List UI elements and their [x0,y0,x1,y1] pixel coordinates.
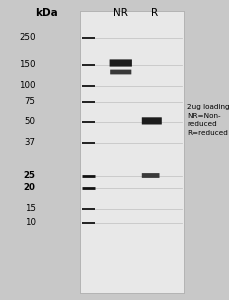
FancyBboxPatch shape [110,70,131,74]
Text: 37: 37 [25,138,35,147]
Text: 2ug loading
NR=Non-
reduced
R=reduced: 2ug loading NR=Non- reduced R=reduced [187,104,229,136]
FancyBboxPatch shape [109,59,131,67]
FancyBboxPatch shape [141,173,159,178]
Text: 250: 250 [19,33,35,42]
Text: NR: NR [113,8,128,19]
FancyBboxPatch shape [141,117,161,124]
Text: kDa: kDa [35,8,57,19]
Bar [80,11,183,292]
Text: 20: 20 [24,183,35,192]
Text: 75: 75 [25,98,35,106]
Text: 15: 15 [25,204,35,213]
Text: 150: 150 [19,60,35,69]
Text: 50: 50 [25,117,35,126]
Text: 10: 10 [25,218,35,227]
Text: R: R [150,8,157,19]
Text: 100: 100 [19,81,35,90]
Text: 25: 25 [24,171,35,180]
